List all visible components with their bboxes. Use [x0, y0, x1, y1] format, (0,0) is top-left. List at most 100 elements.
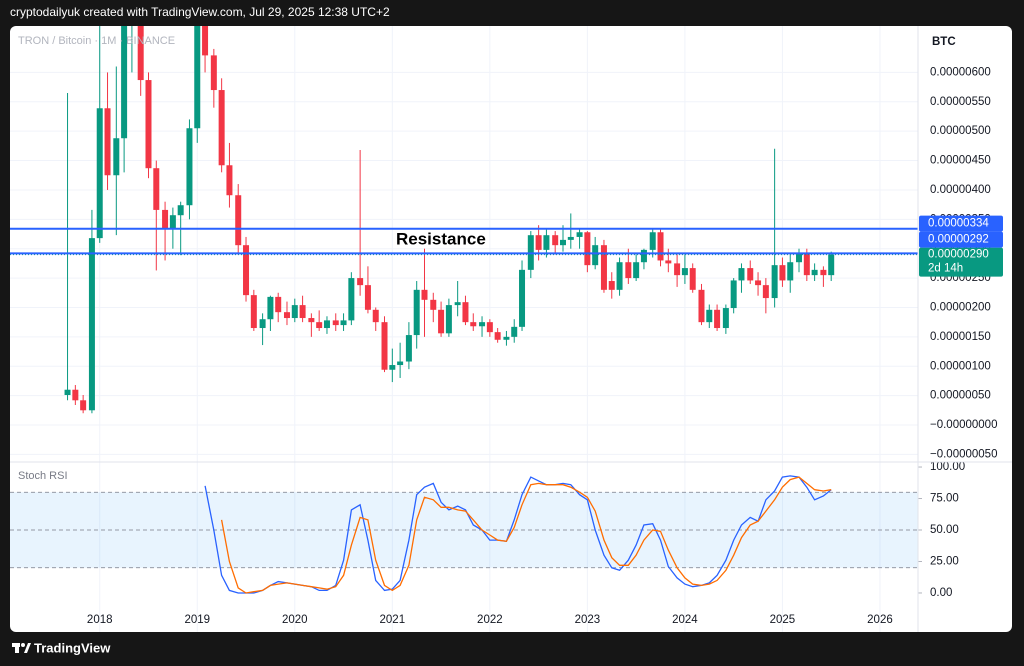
x-tick-label: 2026	[867, 614, 893, 626]
candle-body	[600, 245, 607, 290]
stoch-tick-label: 50.00	[930, 524, 959, 536]
candle-body	[64, 389, 71, 396]
candle-body	[445, 305, 452, 334]
candle-body	[811, 269, 818, 276]
candle-body	[616, 262, 623, 290]
candle-body	[494, 332, 501, 340]
x-tick-label: 2022	[477, 614, 503, 626]
candle-body	[357, 278, 364, 286]
stoch-lines	[204, 475, 832, 594]
candle-body	[714, 309, 721, 329]
candle-body	[202, 26, 209, 56]
candle-body	[88, 238, 95, 411]
candle-body	[194, 26, 201, 129]
candle-body	[316, 322, 323, 329]
candle-body	[584, 232, 591, 266]
candle-body	[169, 215, 176, 229]
x-tick-label: 2021	[380, 614, 406, 626]
candle-body	[308, 318, 315, 323]
candle-body	[803, 253, 810, 276]
y-tick-label: −0.00000050	[930, 448, 997, 460]
candle-body	[796, 253, 803, 263]
candle-body	[486, 322, 493, 333]
candle-body	[405, 335, 412, 362]
candle-body	[430, 299, 437, 310]
candle-body	[267, 296, 274, 320]
candle-body	[479, 322, 486, 327]
candle-body	[681, 268, 688, 276]
candle-body	[698, 289, 705, 323]
candle-body	[235, 195, 242, 246]
y-tick-label: 0.00000450	[930, 155, 991, 167]
x-tick-label: 2020	[282, 614, 308, 626]
x-tick-label: 2019	[184, 614, 210, 626]
candle-body	[552, 235, 559, 246]
candle-body	[462, 302, 469, 323]
candle-body	[747, 268, 754, 281]
footer-logo	[12, 643, 31, 653]
candle-body	[177, 205, 184, 216]
candle-body	[381, 322, 388, 370]
candle-body	[210, 55, 217, 91]
candle-body	[454, 302, 461, 306]
candle-body	[543, 235, 550, 250]
candle-body	[608, 281, 615, 290]
x-tick-label: 2024	[672, 614, 698, 626]
candle-body	[186, 128, 193, 206]
candles	[64, 26, 835, 414]
stoch-tick-label: 25.00	[930, 556, 959, 568]
grid	[10, 26, 918, 632]
candle-body	[421, 289, 428, 300]
candle-body	[576, 232, 583, 237]
candle-body	[80, 400, 87, 411]
candle-body	[121, 26, 128, 139]
countdown-label: 2d 14h	[928, 263, 963, 275]
candle-body	[153, 168, 160, 210]
currency-label: BTC	[932, 36, 956, 48]
candle-body	[535, 235, 542, 250]
candle-body	[674, 263, 681, 276]
candle-body	[730, 280, 737, 309]
candle-body	[779, 265, 786, 281]
candle-body	[738, 268, 745, 281]
footer-brand: TradingView	[34, 640, 111, 655]
level-box	[919, 215, 1003, 232]
chart-panel	[10, 26, 1012, 632]
x-tick-label: 2023	[575, 614, 601, 626]
candle-body	[787, 262, 794, 281]
candle-body	[299, 305, 306, 319]
last-price-label: 0.00000290	[928, 249, 989, 261]
stoch-background	[10, 491, 918, 569]
candle-body	[291, 305, 298, 319]
candle-body	[113, 138, 120, 176]
candle-body	[389, 365, 396, 370]
candle-body	[145, 80, 152, 169]
candle-body	[755, 280, 762, 286]
candle-body	[332, 320, 339, 326]
candle-body	[413, 289, 420, 336]
y-tick-label: 0.00000500	[930, 125, 991, 137]
candle-body	[649, 232, 656, 250]
stoch-line	[220, 476, 832, 594]
level-box	[919, 231, 1003, 248]
stoch-tick-label: 75.00	[930, 493, 959, 505]
indicator-title: Stoch RSI	[18, 470, 68, 482]
candle-body	[348, 278, 355, 321]
candle-body	[96, 108, 103, 239]
candle-body	[218, 90, 225, 166]
candle-body	[470, 322, 477, 327]
candle-body	[503, 336, 510, 340]
candle-body	[275, 296, 282, 313]
candle-body	[640, 249, 647, 263]
y-tick-label: 0.00000200	[930, 301, 991, 313]
candle-body	[519, 269, 526, 327]
candle-body	[364, 285, 371, 310]
candle-body	[706, 309, 713, 323]
candle-body	[592, 245, 599, 266]
header-text: cryptodailyuk created with TradingView.c…	[10, 5, 390, 19]
candle-body	[250, 295, 257, 329]
annotation: Resistance	[396, 229, 486, 248]
candle-body	[567, 236, 574, 240]
candle-body	[162, 209, 169, 229]
